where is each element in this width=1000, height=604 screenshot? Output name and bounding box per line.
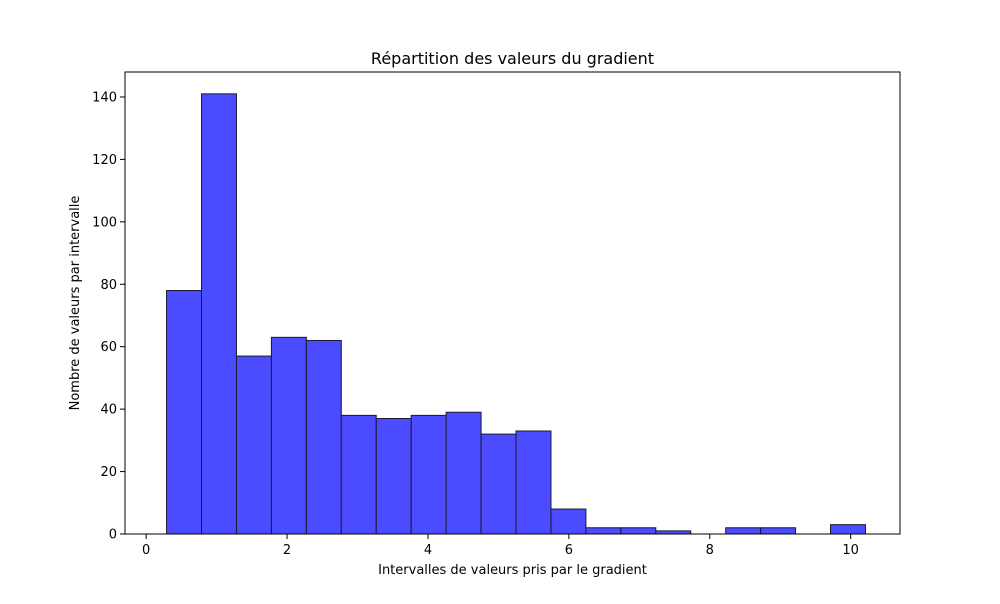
histogram-bar xyxy=(201,93,237,535)
histogram-bar xyxy=(620,527,657,535)
x-tick-label: 8 xyxy=(706,543,714,558)
histogram-bar xyxy=(375,418,412,535)
histogram-bar xyxy=(760,527,797,535)
histogram-bar xyxy=(550,508,587,535)
histogram-bar xyxy=(515,430,552,535)
chart-title: Répartition des valeurs du gradient xyxy=(371,49,654,68)
x-tick-label: 6 xyxy=(565,543,573,558)
y-axis: 0 20 40 60 80 100 120 140 xyxy=(92,90,125,543)
histogram-bar xyxy=(270,336,307,535)
histogram-bar xyxy=(166,290,203,535)
histogram-bar xyxy=(305,339,342,535)
histogram-bar xyxy=(585,527,622,535)
histogram-bar xyxy=(235,355,272,535)
x-axis: 0 2 4 6 8 10 xyxy=(142,534,859,558)
histogram-bar xyxy=(410,414,447,535)
plot-frame xyxy=(124,71,901,535)
y-tick-label: 0 xyxy=(109,528,117,543)
y-tick-label: 40 xyxy=(100,403,117,418)
histogram-bar xyxy=(480,433,517,535)
y-tick-label: 140 xyxy=(92,90,117,105)
y-tick-label: 20 xyxy=(100,465,117,480)
x-tick-label: 2 xyxy=(283,543,291,558)
y-tick-label: 100 xyxy=(92,215,117,230)
x-axis-label: Intervalles de valeurs pris par le gradi… xyxy=(378,563,647,578)
histogram-bar xyxy=(445,411,482,535)
x-tick-label: 0 xyxy=(142,543,150,558)
y-axis-label: Nombre de valeurs par intervalle xyxy=(68,196,83,411)
x-tick-label: 10 xyxy=(842,543,859,558)
y-tick-label: 120 xyxy=(92,153,117,168)
histogram-bar xyxy=(340,414,377,535)
y-tick-label: 60 xyxy=(100,340,117,355)
bars-group xyxy=(166,93,866,535)
x-tick-label: 4 xyxy=(424,543,432,558)
y-tick-label: 80 xyxy=(100,278,117,293)
histogram-bar xyxy=(725,527,762,535)
histogram-bar xyxy=(830,524,866,535)
